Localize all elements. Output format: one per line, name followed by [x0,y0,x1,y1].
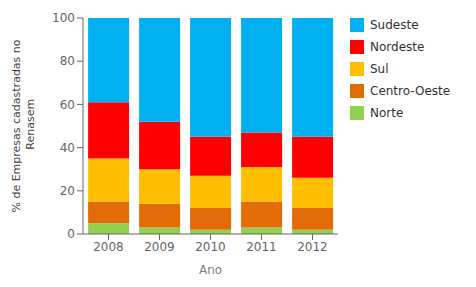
html-text:Nordeste: Nordeste [370,40,425,54]
svg-text:20: 20 [60,184,75,198]
svg-text:100: 100 [52,11,75,25]
svg-text:2009: 2009 [144,240,175,254]
html-text:Sudeste: Sudeste [370,18,419,32]
svg-text:% de Empresas cadastradas no: % de Empresas cadastradas no Renasem [10,39,36,212]
svg-text:2011: 2011 [246,240,277,254]
svg-text:2012: 2012 [297,240,328,254]
svg-text:2010: 2010 [195,240,226,254]
html-text:Norte: Norte [370,106,404,120]
svg-text:60: 60 [60,98,75,112]
svg-text:80: 80 [60,54,75,68]
svg-text:2008: 2008 [93,240,124,254]
svg-text:40: 40 [60,141,75,155]
svg-text:Ano: Ano [199,263,222,277]
html-text:Sul: Sul [370,62,389,76]
svg-text:0: 0 [67,227,75,241]
html-text:Centro-Oeste: Centro-Oeste [370,84,451,98]
